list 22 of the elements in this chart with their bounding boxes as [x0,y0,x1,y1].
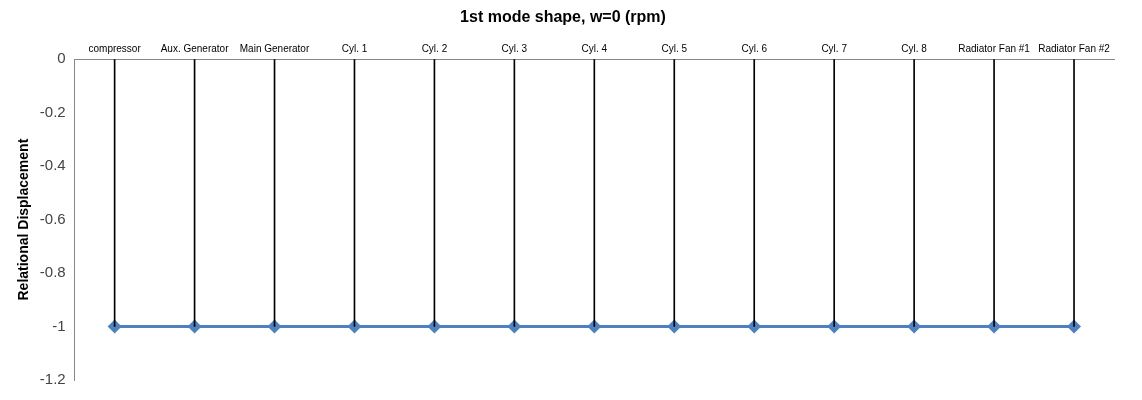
x-tick-label: Cyl. 7 [821,42,848,54]
x-tick-label: Cyl. 8 [901,42,928,54]
y-tick-label: -0.8 [39,263,66,281]
x-tick-label: Main Generator [239,42,310,54]
x-tick-label: Cyl. 1 [341,42,368,54]
y-tick-label: 0 [57,49,66,67]
y-tick-label: -0.4 [39,156,66,174]
x-tick-label: Cyl. 4 [581,42,608,54]
x-tick-label: compressor [88,42,142,54]
y-axis-title: Relational Displacement [15,138,32,301]
x-tick-label: Cyl. 6 [741,42,768,54]
y-tick-label: -0.6 [39,209,66,227]
x-tick-label: Cyl. 5 [661,42,688,54]
x-tick-label: Radiator Fan #1 [958,42,1031,54]
y-tick-label: -0.2 [39,102,66,120]
y-tick-label: -1 [52,316,66,334]
y-tick-label: -1.2 [39,370,66,388]
chart-title: 1st mode shape, w=0 (rpm) [460,8,666,26]
x-tick-label: Cyl. 2 [421,42,448,54]
x-tick-label: Cyl. 3 [501,42,528,54]
x-tick-label: Radiator Fan #2 [1038,42,1111,54]
x-tick-label: Aux. Generator [160,42,230,54]
